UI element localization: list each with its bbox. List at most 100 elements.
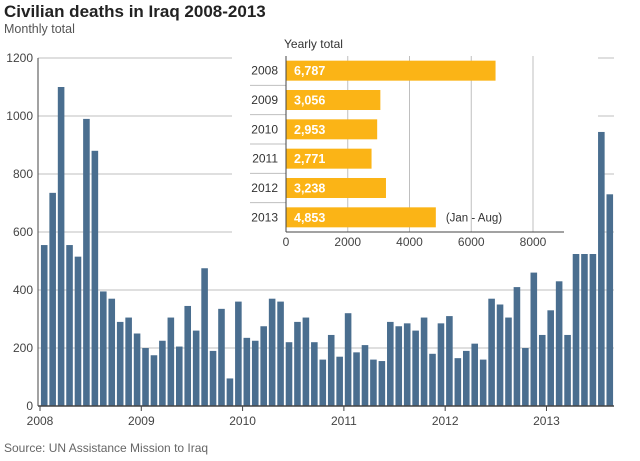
- yearly-bar-value: 2,771: [294, 152, 325, 166]
- monthly-bar: [311, 342, 318, 406]
- monthly-bar: [403, 323, 411, 406]
- monthly-bar: [108, 298, 116, 406]
- monthly-bar: [83, 118, 90, 407]
- monthly-bar: [218, 308, 225, 406]
- x-tick-label: 2010: [229, 414, 256, 428]
- monthly-bar: [336, 356, 343, 406]
- monthly-bar: [462, 350, 470, 406]
- monthly-bar: [387, 321, 394, 406]
- monthly-bar: [606, 194, 614, 406]
- monthly-bar: [395, 326, 403, 406]
- monthly-bar: [277, 301, 284, 406]
- source-note: Source: UN Assistance Mission to Iraq: [4, 441, 209, 455]
- monthly-bar: [74, 256, 82, 406]
- monthly-bar: [285, 342, 293, 406]
- monthly-bar: [142, 348, 149, 406]
- inset-x-tick-label: 8000: [520, 235, 547, 249]
- monthly-bar: [226, 378, 234, 406]
- monthly-bar: [268, 298, 276, 406]
- monthly-bar: [547, 310, 554, 406]
- monthly-bar: [589, 203, 597, 406]
- monthly-bar: [496, 304, 504, 406]
- monthly-bar: [344, 313, 352, 406]
- monthly-bar: [479, 359, 487, 406]
- monthly-bar: [235, 301, 242, 406]
- monthly-bar: [125, 317, 132, 406]
- yearly-bar: [286, 148, 372, 169]
- inset-year-label: 2012: [251, 181, 278, 195]
- x-tick-label: 2008: [27, 414, 54, 428]
- monthly-bar: [66, 245, 73, 406]
- monthly-bar: [159, 340, 166, 406]
- monthly-bar: [150, 355, 158, 406]
- x-tick-label: 2011: [331, 414, 357, 428]
- chart-title: Civilian deaths in Iraq 2008-2013: [4, 2, 266, 21]
- inset-year-label: 2013: [251, 210, 278, 224]
- monthly-bar: [598, 131, 605, 406]
- monthly-bar: [175, 346, 183, 406]
- monthly-bar: [192, 330, 200, 406]
- monthly-bar: [302, 317, 310, 406]
- monthly-bar: [167, 317, 175, 406]
- monthly-bar: [184, 305, 192, 406]
- y-tick-label: 1000: [6, 109, 33, 123]
- monthly-bar: [100, 291, 107, 406]
- monthly-bar: [572, 230, 580, 406]
- monthly-bar: [40, 245, 48, 406]
- inset-x-tick-label: 2000: [334, 235, 361, 249]
- inset-year-label: 2011: [252, 152, 278, 166]
- y-tick-label: 600: [13, 225, 33, 239]
- monthly-bar: [555, 281, 563, 406]
- monthly-bar: [116, 321, 124, 406]
- monthly-bar: [91, 150, 99, 406]
- monthly-bar: [437, 323, 445, 406]
- monthly-bar: [370, 359, 377, 406]
- monthly-bar: [412, 330, 419, 406]
- inset-year-label: 2008: [251, 64, 278, 78]
- monthly-bar: [57, 87, 65, 406]
- y-tick-label: 200: [13, 341, 33, 355]
- yearly-bar-value: 4,853: [294, 211, 325, 225]
- inset-title: Yearly total: [284, 37, 343, 51]
- yearly-bar: [286, 178, 386, 198]
- monthly-bar: [243, 337, 251, 406]
- monthly-bar: [505, 317, 512, 406]
- monthly-bar: [49, 192, 56, 406]
- inset-x-tick-label: 0: [283, 235, 290, 249]
- inset-year-label: 2009: [251, 93, 278, 107]
- monthly-bar: [327, 334, 335, 406]
- inset-x-tick-label: 6000: [458, 235, 485, 249]
- monthly-bar: [488, 298, 495, 406]
- monthly-bar: [260, 326, 267, 406]
- monthly-bar: [538, 334, 546, 406]
- x-tick-label: 2013: [533, 414, 560, 428]
- monthly-bar: [446, 316, 453, 406]
- monthly-bar: [513, 287, 521, 406]
- yearly-bar-value: 2,953: [294, 123, 325, 137]
- monthly-bar: [530, 272, 538, 406]
- monthly-bar: [353, 352, 360, 406]
- monthly-bar: [209, 350, 217, 406]
- monthly-bar: [319, 359, 327, 406]
- yearly-bar: [286, 207, 436, 228]
- y-tick-label: 0: [26, 399, 33, 413]
- monthly-bar: [251, 340, 259, 406]
- monthly-bar: [471, 343, 479, 406]
- monthly-bar: [133, 333, 141, 406]
- inset-year-label: 2010: [251, 122, 278, 136]
- monthly-bar: [454, 358, 462, 406]
- y-tick-label: 800: [13, 167, 33, 181]
- inset-x-tick-label: 4000: [396, 235, 423, 249]
- yearly-bar: [286, 90, 381, 110]
- monthly-bar: [378, 361, 386, 406]
- yearly-bar: [286, 119, 378, 140]
- monthly-bar: [564, 334, 571, 406]
- yearly-bar-value: 3,056: [294, 94, 325, 108]
- x-tick-label: 2009: [128, 414, 155, 428]
- x-tick-label: 2012: [432, 414, 459, 428]
- monthly-bar: [429, 353, 436, 406]
- monthly-bar: [294, 321, 301, 406]
- monthly-bar: [361, 345, 369, 406]
- monthly-bar: [420, 317, 428, 406]
